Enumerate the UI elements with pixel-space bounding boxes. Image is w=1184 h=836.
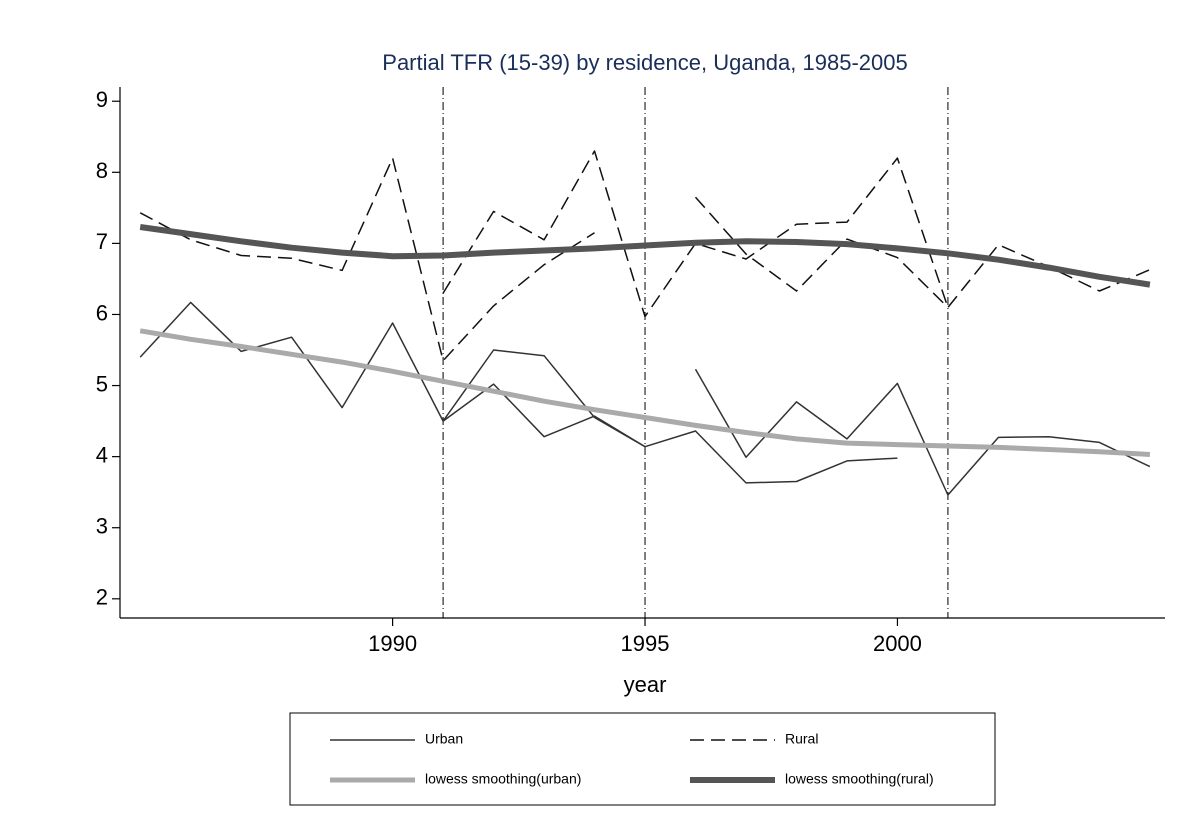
y-tick-label: 7: [96, 229, 108, 254]
legend-label: lowess smoothing(rural): [785, 771, 934, 787]
legend: [289, 712, 996, 806]
legend-label: lowess smoothing(urban): [425, 771, 581, 787]
y-tick-label: 9: [96, 87, 108, 112]
x-axis-label: year: [624, 672, 667, 697]
legend-label: Urban: [425, 731, 463, 747]
x-tick-label: 1990: [368, 631, 417, 656]
x-tick-label: 2000: [873, 631, 922, 656]
series-line: [139, 328, 1151, 457]
chart-title: Partial TFR (15-39) by residence, Uganda…: [382, 50, 907, 75]
legend-label: Rural: [785, 731, 818, 747]
y-tick-label: 3: [96, 514, 108, 539]
series-line: [139, 150, 1151, 362]
series-line: [139, 301, 1151, 496]
y-tick-label: 6: [96, 300, 108, 325]
y-tick-label: 5: [96, 371, 108, 396]
y-tick-label: 2: [96, 585, 108, 610]
y-tick-label: 4: [96, 442, 108, 467]
y-tick-label: 8: [96, 158, 108, 183]
x-tick-label: 1995: [621, 631, 670, 656]
series-line: [139, 224, 1151, 288]
